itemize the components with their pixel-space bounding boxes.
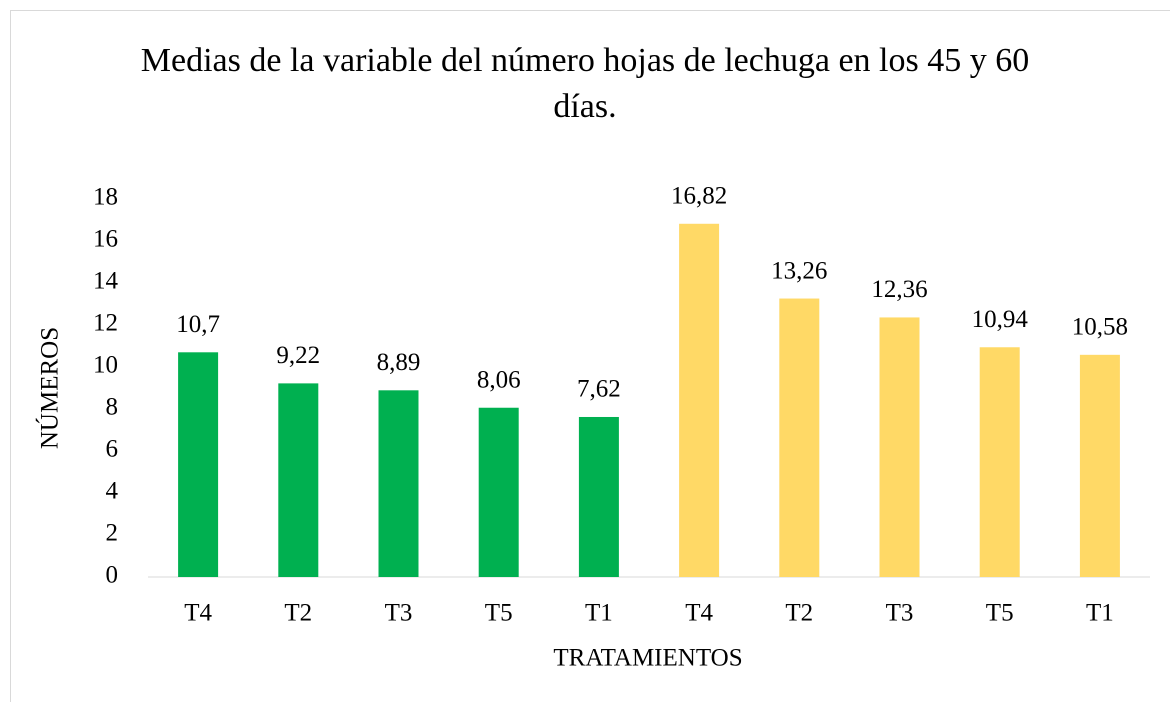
bar — [1079, 354, 1120, 577]
y-tick-label: 18 — [93, 184, 118, 211]
data-label: 8,89 — [377, 349, 421, 376]
x-tick-label: T4 — [184, 600, 212, 627]
y-tick-label: 8 — [106, 394, 119, 421]
data-label: 16,82 — [671, 183, 727, 210]
x-tick-label: T3 — [385, 600, 413, 627]
x-axis-label: TRATAMIENTOS — [553, 645, 742, 672]
data-label: 7,62 — [577, 376, 621, 403]
bar — [879, 317, 920, 577]
data-label: 8,06 — [477, 366, 521, 393]
x-tick-label: T5 — [986, 600, 1014, 627]
y-tick-label: 4 — [106, 478, 119, 505]
y-axis-label: NÚMEROS — [36, 327, 64, 449]
y-tick-label: 14 — [93, 268, 119, 295]
x-tick-label: T4 — [685, 600, 713, 627]
bar — [478, 407, 519, 577]
data-label: 12,36 — [871, 276, 927, 303]
data-label: 10,58 — [1072, 314, 1128, 341]
x-tick-label: T2 — [785, 600, 813, 627]
x-tick-label: T1 — [585, 600, 613, 627]
bar — [378, 390, 419, 577]
data-label: 10,94 — [972, 306, 1029, 333]
y-tick-label: 16 — [93, 226, 118, 253]
y-tick-label: 6 — [106, 436, 119, 463]
x-tick-label: T2 — [284, 600, 312, 627]
bar — [979, 347, 1020, 577]
bar — [178, 352, 219, 577]
data-label: 9,22 — [276, 342, 320, 369]
x-tick-label: T3 — [886, 600, 914, 627]
bar — [278, 383, 319, 577]
x-tick-label: T5 — [485, 600, 513, 627]
y-tick-label: 0 — [106, 562, 119, 589]
data-label: 10,7 — [176, 311, 220, 338]
data-label: 13,26 — [771, 257, 827, 284]
chart-title: Medias de la variable del número hojas d… — [140, 42, 1030, 125]
y-tick-label: 12 — [93, 310, 118, 337]
y-tick-label: 10 — [93, 352, 118, 379]
y-tick-label: 2 — [106, 520, 119, 547]
bar — [679, 223, 720, 577]
bar — [779, 298, 820, 577]
x-tick-label: T1 — [1086, 600, 1114, 627]
chart-border — [10, 10, 1170, 702]
bar — [578, 416, 619, 577]
